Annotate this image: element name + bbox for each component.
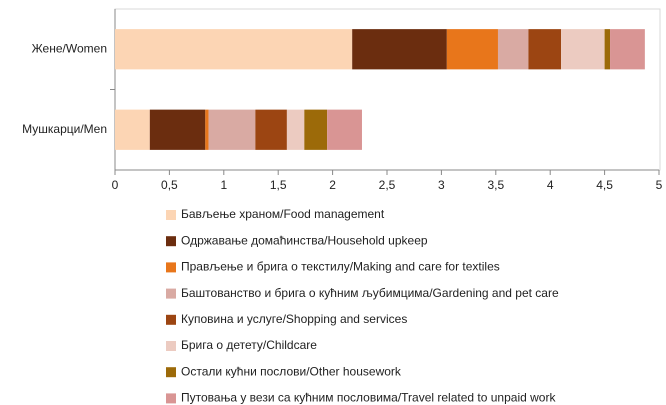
legend-swatch [166,393,176,404]
legend-label: Путовања у вези са кућним пословима/Trav… [181,391,556,405]
x-tick-label: 5 [656,178,663,192]
legend-label: Одржавање домаћинства/Household upkeep [181,233,428,247]
bar-segment [327,109,362,150]
bar-segment [561,29,605,70]
legend-label: Бављење храном/Food management [181,207,385,221]
bar-segment [208,109,256,150]
legend-label: Остали кућни послови/Other housework [181,364,402,378]
legend-swatch [166,314,176,325]
y-tick-label: Мушкарци/Men [22,122,107,136]
x-tick-label: 4,5 [596,178,613,192]
legend-label: Прављење и брига о текстилу/Making and c… [181,260,500,274]
legend-label: Куповина и услуге/Shopping and services [181,312,407,326]
bar-segment [528,29,562,70]
x-tick-label: 3,5 [487,178,504,192]
bar-segment [610,29,645,70]
x-tick-label: 3 [438,178,445,192]
legend-swatch [166,210,176,220]
bar-segment [255,109,287,150]
legend-swatch [166,367,176,378]
legend-swatch [166,262,176,273]
bar-segment [205,109,209,150]
bar-segment [304,109,328,150]
x-tick-label: 4 [547,178,554,192]
legend-label: Баштованство и брига о кућним љубимцима/… [181,286,559,300]
x-tick-label: 2 [329,178,336,192]
y-tick-label: Жене/Women [32,41,107,55]
bar-segment [604,29,611,70]
legend-swatch [166,288,176,299]
x-tick-label: 1 [220,178,227,192]
bar-segment [115,109,150,150]
legend-swatch [166,236,176,247]
bar-segment [352,29,447,70]
bar-segment [115,29,353,70]
bar-segment [497,29,529,70]
legend-label: Брига о детету/Childcare [181,338,317,352]
bar-segment [286,109,305,150]
bar-segment [446,29,498,70]
legend-swatch [166,341,176,351]
bar-segment [149,109,206,150]
x-tick-label: 0 [112,178,119,192]
x-tick-label: 0,5 [161,178,178,192]
x-tick-label: 1,5 [270,178,287,192]
x-tick-label: 2,5 [379,178,396,192]
